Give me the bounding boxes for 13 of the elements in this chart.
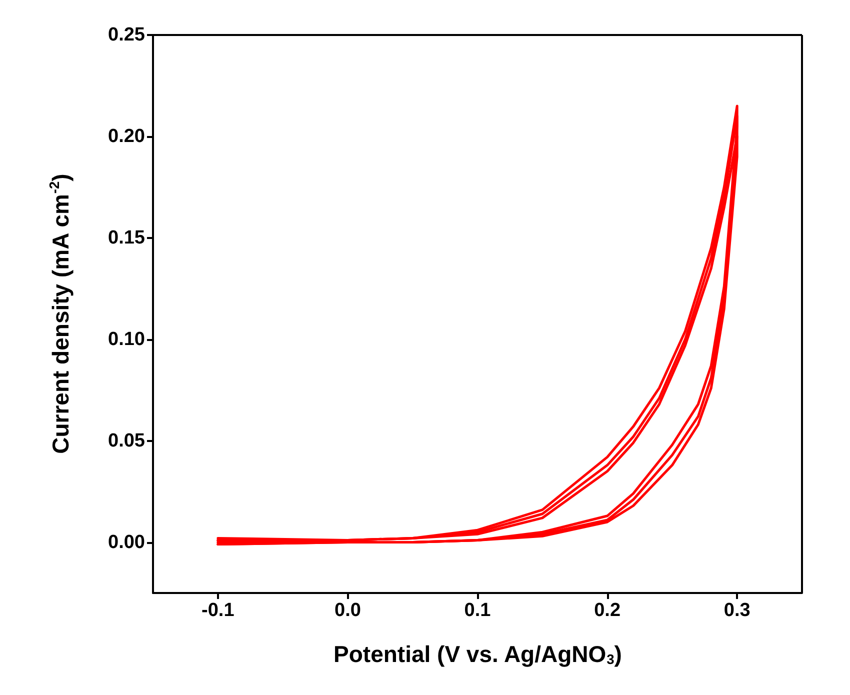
- x-tick-label: 0.2: [594, 600, 621, 621]
- y-tick-label: 0.20: [108, 126, 145, 147]
- y-axis-title: Current density (mA cm-2): [47, 174, 74, 454]
- y-tick-label: 0.00: [108, 532, 145, 553]
- y-tick-label: 0.25: [108, 24, 146, 46]
- y-tick-label: 0.15: [108, 227, 146, 248]
- y-tick-label: 0.05: [108, 430, 146, 452]
- y-tick-label: 0.10: [108, 328, 145, 350]
- x-tick-label: 0.3: [724, 600, 750, 621]
- x-tick-label: 0.1: [464, 600, 492, 621]
- x-tick-label: -0.1: [202, 600, 235, 621]
- x-axis-title: Potential (V vs. Ag/AgNO3): [334, 640, 622, 667]
- x-tick-label: 0.0: [334, 600, 361, 621]
